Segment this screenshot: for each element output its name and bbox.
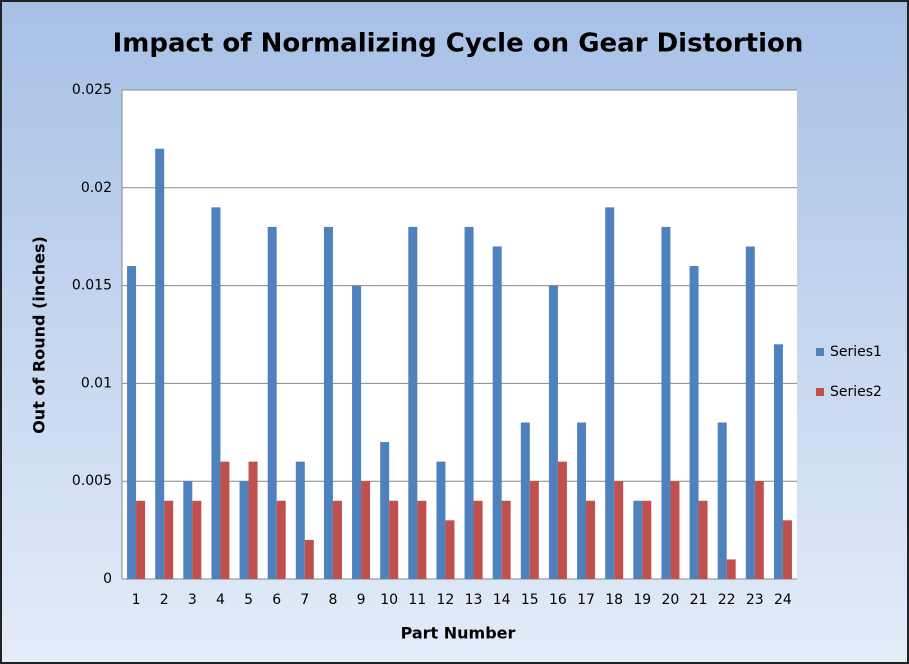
x-tick-label: 11 bbox=[408, 592, 426, 608]
x-tick-label: 4 bbox=[216, 592, 225, 608]
bar bbox=[276, 500, 286, 579]
y-tick-label: 0.015 bbox=[72, 278, 112, 294]
x-tick-label: 10 bbox=[380, 592, 398, 608]
bar bbox=[192, 500, 202, 579]
bar bbox=[332, 500, 342, 579]
x-tick-label: 5 bbox=[244, 592, 253, 608]
bar bbox=[211, 207, 221, 580]
bar bbox=[605, 207, 615, 580]
y-tick-label: 0.025 bbox=[72, 82, 112, 98]
bar bbox=[136, 500, 146, 579]
x-tick-label: 17 bbox=[577, 592, 595, 608]
x-tick-label: 7 bbox=[300, 592, 309, 608]
chart-title: Impact of Normalizing Cycle on Gear Dist… bbox=[113, 29, 804, 59]
bar bbox=[323, 226, 333, 580]
bar bbox=[670, 481, 680, 579]
bar bbox=[689, 266, 699, 579]
y-axis-title: Out of Round (inches) bbox=[30, 236, 49, 434]
bar bbox=[380, 442, 390, 579]
x-tick-label: 12 bbox=[437, 592, 455, 608]
legend-label: Series1 bbox=[830, 344, 882, 360]
bar bbox=[164, 500, 174, 579]
bar bbox=[248, 461, 258, 579]
bar bbox=[408, 226, 418, 580]
legend-swatch bbox=[816, 348, 824, 356]
x-tick-label: 13 bbox=[465, 592, 483, 608]
bar bbox=[717, 422, 727, 579]
x-tick-label: 14 bbox=[493, 592, 511, 608]
bar bbox=[614, 481, 624, 579]
bar bbox=[698, 500, 708, 579]
bar bbox=[557, 461, 567, 579]
bar bbox=[352, 285, 362, 579]
x-tick-label: 18 bbox=[605, 592, 623, 608]
bar bbox=[464, 226, 474, 580]
bar bbox=[361, 481, 371, 579]
bar bbox=[473, 500, 483, 579]
x-tick-label: 6 bbox=[272, 592, 281, 608]
bar bbox=[529, 481, 539, 579]
bar bbox=[183, 481, 193, 579]
x-tick-label: 23 bbox=[746, 592, 764, 608]
x-tick-label: 24 bbox=[774, 592, 792, 608]
bar bbox=[745, 246, 755, 580]
bar bbox=[773, 344, 783, 579]
y-tick-label: 0.01 bbox=[81, 375, 112, 391]
bar bbox=[754, 481, 764, 579]
bar bbox=[389, 500, 399, 579]
x-axis-title: Part Number bbox=[401, 624, 516, 643]
legend-label: Series2 bbox=[830, 384, 882, 400]
x-tick-label: 16 bbox=[549, 592, 567, 608]
x-tick-label: 3 bbox=[188, 592, 197, 608]
bar bbox=[220, 461, 230, 579]
bar bbox=[239, 481, 249, 579]
x-tick-label: 15 bbox=[521, 592, 539, 608]
bar bbox=[127, 266, 137, 579]
legend-swatch bbox=[816, 388, 824, 396]
bar bbox=[782, 520, 792, 579]
bar bbox=[417, 500, 427, 579]
bar bbox=[295, 461, 305, 579]
bar bbox=[155, 148, 165, 579]
bar bbox=[445, 520, 455, 579]
x-tick-label: 19 bbox=[633, 592, 651, 608]
bar bbox=[661, 226, 671, 580]
bar bbox=[586, 500, 596, 579]
bar bbox=[492, 246, 502, 580]
bar bbox=[501, 500, 511, 579]
bar bbox=[577, 422, 587, 579]
bar bbox=[548, 285, 558, 579]
y-tick-label: 0 bbox=[103, 571, 112, 587]
x-tick-label: 2 bbox=[160, 592, 169, 608]
bar bbox=[520, 422, 530, 579]
bar bbox=[267, 226, 277, 580]
x-tick-label: 22 bbox=[718, 592, 736, 608]
bar bbox=[633, 500, 643, 579]
y-tick-label: 0.005 bbox=[72, 473, 112, 489]
x-tick-label: 1 bbox=[132, 592, 141, 608]
bar bbox=[436, 461, 446, 579]
bar bbox=[642, 500, 652, 579]
x-tick-label: 20 bbox=[662, 592, 680, 608]
y-tick-label: 0.02 bbox=[81, 180, 112, 196]
plot-area bbox=[122, 90, 797, 579]
bar bbox=[726, 559, 736, 579]
bar bbox=[304, 539, 314, 579]
x-tick-label: 8 bbox=[328, 592, 337, 608]
x-tick-label: 21 bbox=[690, 592, 708, 608]
x-tick-label: 9 bbox=[357, 592, 366, 608]
